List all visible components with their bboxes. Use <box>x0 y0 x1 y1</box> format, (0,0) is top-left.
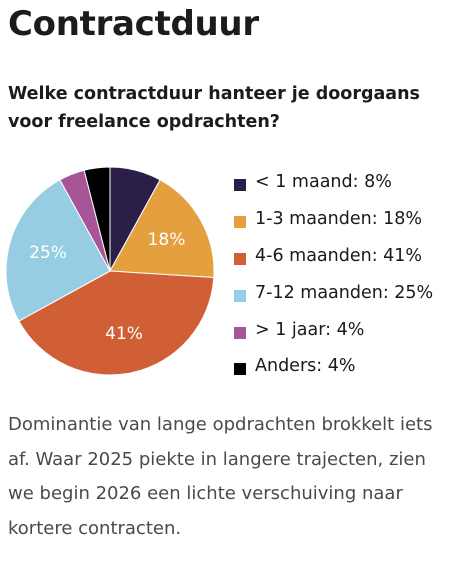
legend-label: 7-12 maanden: 25% <box>255 282 434 303</box>
pie-slice-label-2: 41% <box>105 324 143 344</box>
contract-duration-chart: 18% 41% 25% < 1 maand: 8% 1-3 maanden: 18% 4… <box>0 160 459 385</box>
legend-label: 1-3 maanden: 18% <box>255 209 423 230</box>
pie-slice-label-3: 25% <box>29 243 67 263</box>
legend-swatch <box>234 326 246 339</box>
legend-label: < 1 maand: 8% <box>255 172 392 193</box>
legend-item-3: 7-12 maanden: 25% <box>234 274 433 311</box>
legend-item-1: 1-3 maanden: 18% <box>234 201 433 238</box>
legend-label: Anders: 4% <box>255 356 356 377</box>
page-title: Contractduur <box>8 4 259 44</box>
chart-commentary: Dominantie van lange opdrachten brokkelt… <box>8 414 433 539</box>
legend-label: 4-6 maanden: 41% <box>255 245 423 266</box>
pie-slice-label-1: 18% <box>148 230 186 250</box>
legend-swatch <box>234 252 246 265</box>
legend-label: > 1 jaar: 4% <box>255 319 365 340</box>
legend-swatch <box>234 363 246 376</box>
pie-slice-2 <box>18 270 215 376</box>
chart-legend: < 1 maand: 8% 1-3 maanden: 18% 4-6 maanden… <box>234 164 433 385</box>
legend-item-5: Anders: 4% <box>234 348 433 385</box>
legend-swatch <box>234 179 246 192</box>
legend-swatch <box>234 216 246 229</box>
chart-question: Welke contractduur hanteer je doorgaans … <box>8 84 420 132</box>
pie-chart: 18% 41% 25% <box>5 166 215 376</box>
legend-swatch <box>234 289 246 302</box>
legend-item-2: 4-6 maanden: 41% <box>234 238 433 275</box>
pie-slice-5 <box>83 166 111 272</box>
legend-item-4: > 1 jaar: 4% <box>234 311 433 348</box>
legend-item-0: < 1 maand: 8% <box>234 164 433 201</box>
pie-slice-3 <box>5 179 111 322</box>
pie-slice-1 <box>109 179 215 279</box>
